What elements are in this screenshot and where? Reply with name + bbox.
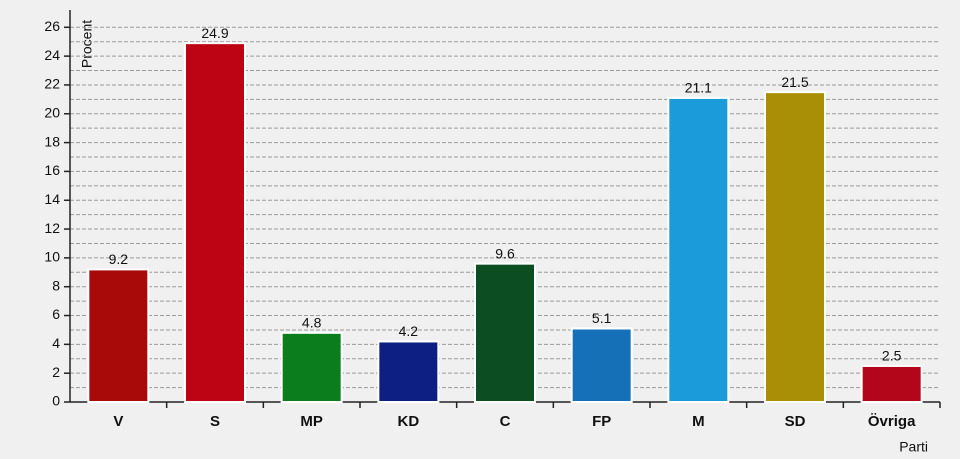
bar [87,268,150,404]
data-label: 24.9 [201,25,228,41]
x-tick-label: MP [300,413,323,430]
data-label: 4.2 [399,323,419,339]
bar [570,327,633,403]
y-tick-label: 10 [44,249,60,265]
x-tick-label: KD [397,413,419,430]
data-label: 21.5 [781,74,808,90]
y-tick-label: 24 [44,47,60,63]
y-tick-label: 8 [52,277,60,293]
y-tick-label: 0 [52,393,60,409]
bar [860,364,923,403]
y-tick-label: 16 [44,162,60,178]
x-axis-label: Parti [899,439,928,455]
data-label: 5.1 [592,310,612,326]
x-tick-label: SD [785,413,806,430]
bar [184,42,246,403]
bar [474,262,536,403]
data-label: 21.1 [685,80,712,96]
data-label: 4.8 [302,315,322,331]
x-tick-label: C [500,413,511,430]
y-tick-label: 2 [52,364,60,380]
x-tick-label: Övriga [868,413,916,430]
y-tick-label: 4 [52,335,60,351]
y-tick-label: 20 [44,104,60,120]
x-tick-label: S [210,413,220,430]
y-tick-label: 26 [44,18,60,34]
bar [667,96,730,403]
bar [377,340,440,403]
bar [764,91,826,403]
y-axis-label: Procent [79,20,95,68]
y-tick-label: 22 [44,76,60,92]
x-tick-label: M [692,413,705,430]
y-tick-label: 18 [44,133,60,149]
data-label: 9.6 [495,245,515,261]
x-tick-label: V [113,413,123,430]
y-tick-label: 14 [44,191,60,207]
y-tick-label: 6 [52,306,60,322]
x-tick-label: FP [592,413,611,430]
bar [280,331,343,403]
data-label: 9.2 [109,251,129,267]
data-label: 2.5 [882,348,902,364]
y-tick-label: 12 [44,220,60,236]
